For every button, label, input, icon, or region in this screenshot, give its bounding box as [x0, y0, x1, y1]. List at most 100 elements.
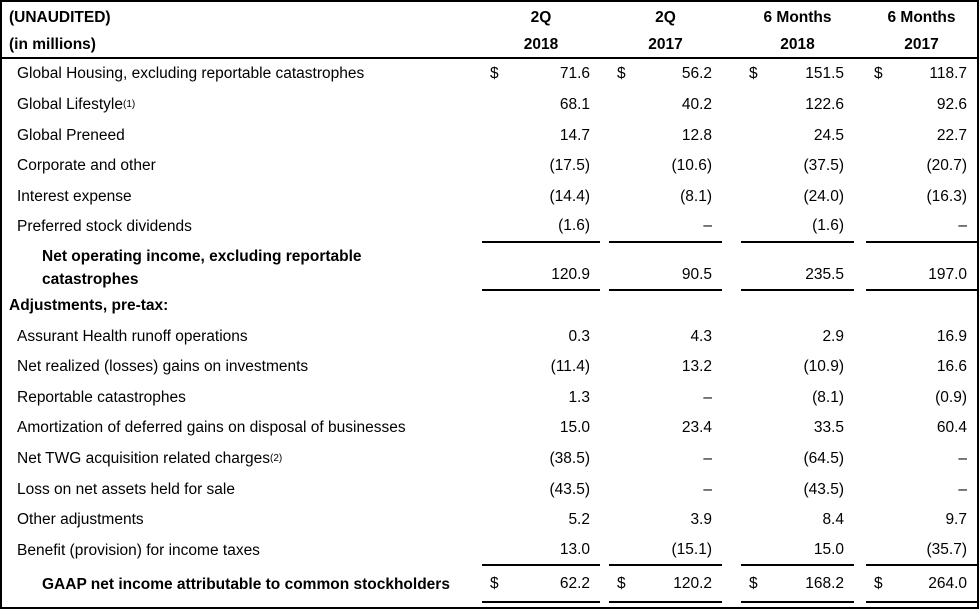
- value-cell: [609, 291, 722, 322]
- value-cell: (43.5): [741, 474, 854, 505]
- value-cell: –: [609, 212, 722, 243]
- cell-value: 13.2: [681, 358, 712, 376]
- table-row: Net realized (losses) gains on investmen…: [2, 352, 977, 383]
- dollar-sign: $: [749, 574, 758, 592]
- table-row: Assurant Health runoff operations 0.3 4.3 2…: [2, 321, 977, 352]
- cell-value: 197.0: [928, 265, 967, 283]
- table-row: Adjustments, pre-tax:: [2, 291, 977, 322]
- cell-value: 9.7: [945, 511, 967, 529]
- value-cell: [741, 291, 854, 322]
- row-label: Adjustments, pre-tax:: [2, 291, 482, 322]
- value-cell: 197.0: [866, 243, 977, 291]
- cell-value: 33.5: [813, 419, 844, 437]
- table-row: Interest expense (14.4) (8.1) (24.0) (16.3): [2, 181, 977, 212]
- value-cell: (20.7): [866, 151, 977, 182]
- row-label: Global Preneed: [2, 120, 482, 151]
- cell-value: 4.3: [690, 327, 712, 345]
- cell-value: 120.2: [673, 574, 712, 592]
- cell-value: 151.5: [805, 65, 844, 83]
- row-label-text: Reportable catastrophes: [17, 388, 186, 406]
- row-label-text: Adjustments, pre-tax:: [9, 296, 169, 314]
- cell-value: 23.4: [681, 419, 712, 437]
- value-cell: (37.5): [741, 151, 854, 182]
- row-label: Global Lifestyle (1): [17, 95, 136, 113]
- cell-value: 56.2: [681, 65, 712, 83]
- cell-value: (0.9): [935, 388, 967, 406]
- value-cell: 15.0: [482, 413, 600, 444]
- value-cell: $62.2: [482, 566, 600, 603]
- row-label-text: Benefit (provision) for income taxes: [17, 541, 260, 559]
- value-cell: 16.6: [866, 352, 977, 383]
- value-cell: (43.5): [482, 474, 600, 505]
- row-label-line: Net operating income, excluding reportab…: [42, 247, 362, 265]
- value-cell: $120.2: [609, 566, 722, 603]
- cell-value: –: [958, 449, 967, 467]
- table-row: Other adjustments 5.2 3.9 8.4 9.7: [2, 505, 977, 536]
- table-row: Amortization of deferred gains on dispos…: [2, 413, 977, 444]
- value-cell: $118.7: [866, 59, 977, 90]
- row-label: Corporate and other: [2, 151, 482, 182]
- cell-value: –: [703, 217, 712, 235]
- value-cell: –: [866, 474, 977, 505]
- cell-value: 13.0: [559, 540, 590, 558]
- value-cell: –: [866, 212, 977, 243]
- value-cell: (8.1): [741, 382, 854, 413]
- row-label-text: Global Housing, excluding reportable cat…: [17, 65, 365, 83]
- in-millions-label: (in millions): [9, 35, 96, 53]
- cell-value: 12.8: [681, 126, 712, 144]
- row-label: Amortization of deferred gains on dispos…: [2, 413, 482, 444]
- column-year-header: 2018: [523, 35, 559, 53]
- row-label: Other adjustments: [2, 505, 482, 536]
- table-row: Corporate and other (17.5) (10.6) (37.5) (20…: [2, 151, 977, 182]
- cell-value: 60.4: [936, 419, 967, 437]
- cell-value: 22.7: [936, 126, 967, 144]
- column-year-header: 2017: [648, 35, 683, 53]
- table-row: GAAP net income attributable to common s…: [2, 566, 977, 603]
- value-cell: 12.8: [609, 120, 722, 151]
- value-cell: (15.1): [609, 535, 722, 566]
- table-row: Preferred stock dividends (1.6) – (1.6) –: [2, 212, 977, 243]
- value-cell: $71.6: [482, 59, 600, 90]
- dollar-sign: $: [874, 65, 883, 83]
- cell-value: (8.1): [812, 388, 844, 406]
- dollar-sign: $: [490, 65, 499, 83]
- row-label-text: Interest expense: [17, 187, 132, 205]
- table-row: Net operating income, excluding reportab…: [2, 243, 977, 291]
- row-label: Assurant Health runoff operations: [2, 321, 482, 352]
- value-cell: 60.4: [866, 413, 977, 444]
- row-label-text: Preferred stock dividends: [17, 218, 192, 236]
- value-cell: (10.6): [609, 151, 722, 182]
- cell-value: 15.0: [813, 540, 844, 558]
- table-row: Global Housing, excluding reportable cat…: [2, 59, 977, 90]
- value-cell: 120.9: [482, 243, 600, 291]
- row-label: Net operating income, excluding reportab…: [2, 243, 482, 291]
- value-cell: 122.6: [741, 90, 854, 121]
- column-period-header: 6 Months: [887, 9, 956, 27]
- cell-value: 1.3: [568, 388, 590, 406]
- cell-value: (24.0): [803, 187, 845, 205]
- row-label-text: Loss on net assets held for sale: [17, 480, 235, 498]
- row-label-text: GAAP net income attributable to common s…: [42, 575, 450, 593]
- value-cell: (0.9): [866, 382, 977, 413]
- table-row: Global Preneed 14.7 12.8 24.5 22.7: [2, 120, 977, 151]
- row-label: Loss on net assets held for sale: [2, 474, 482, 505]
- row-label: Net realized (losses) gains on investmen…: [2, 352, 482, 383]
- table-row: Reportable catastrophes 1.3 – (8.1) (0.9): [2, 382, 977, 413]
- value-cell: 92.6: [866, 90, 977, 121]
- header-period-row: (UNAUDITED) 2Q 2Q 6 Months 6 Months: [2, 4, 977, 32]
- column-year-header: 2018: [780, 35, 815, 53]
- cell-value: (43.5): [549, 480, 591, 498]
- value-cell: 15.0: [741, 535, 854, 566]
- cell-value: 235.5: [805, 265, 844, 283]
- cell-value: 3.9: [690, 511, 712, 529]
- row-label-text: Corporate and other: [17, 157, 156, 175]
- cell-value: 5.2: [568, 511, 590, 529]
- value-cell: 90.5: [609, 243, 722, 291]
- value-cell: 9.7: [866, 505, 977, 536]
- row-label: Benefit (provision) for income taxes: [2, 535, 482, 566]
- value-cell: (35.7): [866, 535, 977, 566]
- cell-value: 168.2: [805, 574, 844, 592]
- cell-value: 118.7: [929, 65, 967, 83]
- cell-value: –: [703, 449, 712, 467]
